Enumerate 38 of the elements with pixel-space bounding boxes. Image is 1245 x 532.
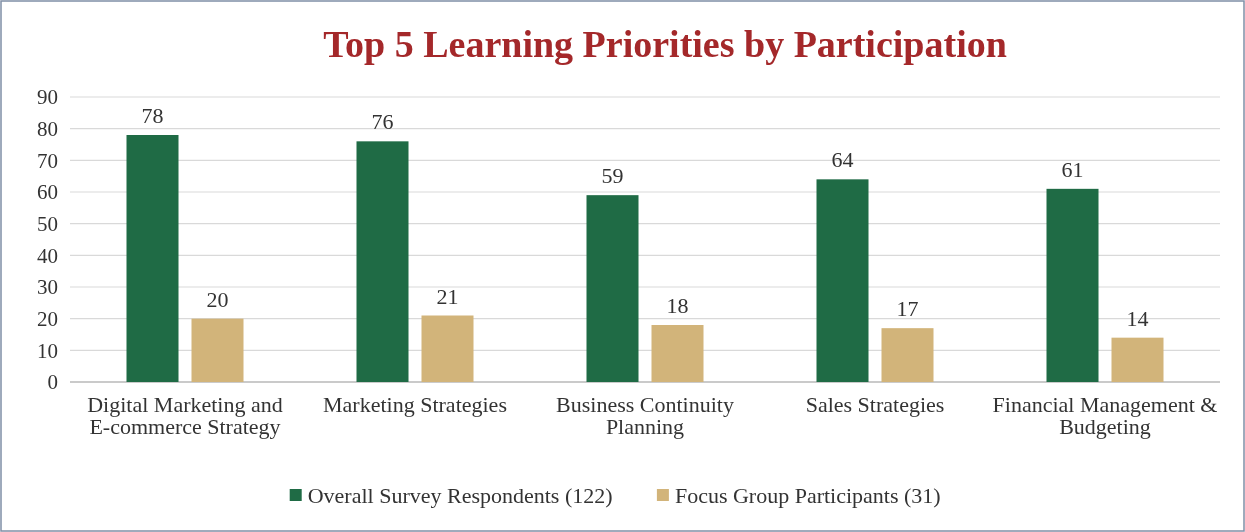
- bar: [816, 179, 869, 382]
- chart-title: Top 5 Learning Priorities by Participation: [323, 23, 1007, 65]
- y-tick-label: 30: [37, 275, 58, 300]
- data-label: 61: [1061, 156, 1084, 182]
- data-label: 17: [896, 296, 919, 322]
- y-tick-label: 50: [37, 212, 58, 237]
- data-label: 20: [206, 286, 229, 312]
- x-tick-label: Digital Marketing and E-commerce Strategy: [87, 392, 283, 439]
- x-tick-label: Business Continuity Planning: [556, 392, 734, 439]
- data-label: 78: [141, 103, 164, 128]
- bar: [651, 325, 704, 382]
- y-tick-label: 90: [37, 85, 58, 110]
- bar: [126, 135, 179, 382]
- x-tick-label: Financial Management & Budgeting: [992, 392, 1218, 439]
- y-tick-label: 20: [37, 307, 58, 332]
- y-tick-label: 70: [37, 148, 58, 173]
- bar: [881, 328, 934, 382]
- y-tick-label: 40: [37, 243, 58, 268]
- data-label: 59: [601, 163, 624, 189]
- bar: [356, 141, 409, 382]
- bar: [1111, 337, 1164, 382]
- bar: [1046, 188, 1099, 382]
- data-label: 76: [371, 109, 394, 135]
- y-tick-label: 0: [47, 370, 58, 395]
- data-label: 18: [666, 293, 689, 318]
- legend-label: Overall Survey Respondents (122): [307, 482, 613, 508]
- x-tick-label: Marketing Strategies: [323, 392, 507, 417]
- x-tick-label: Sales Strategies: [805, 392, 945, 417]
- data-label: 21: [436, 283, 459, 309]
- y-tick-label: 10: [37, 338, 58, 363]
- bar: [586, 195, 639, 382]
- data-label: 64: [831, 147, 854, 173]
- data-label: 14: [1126, 305, 1149, 331]
- y-tick-label: 60: [37, 180, 58, 205]
- y-tick-label: 80: [37, 117, 58, 142]
- legend-label: Focus Group Participants (31): [674, 482, 941, 508]
- bar: [421, 315, 474, 382]
- bar: [191, 318, 244, 382]
